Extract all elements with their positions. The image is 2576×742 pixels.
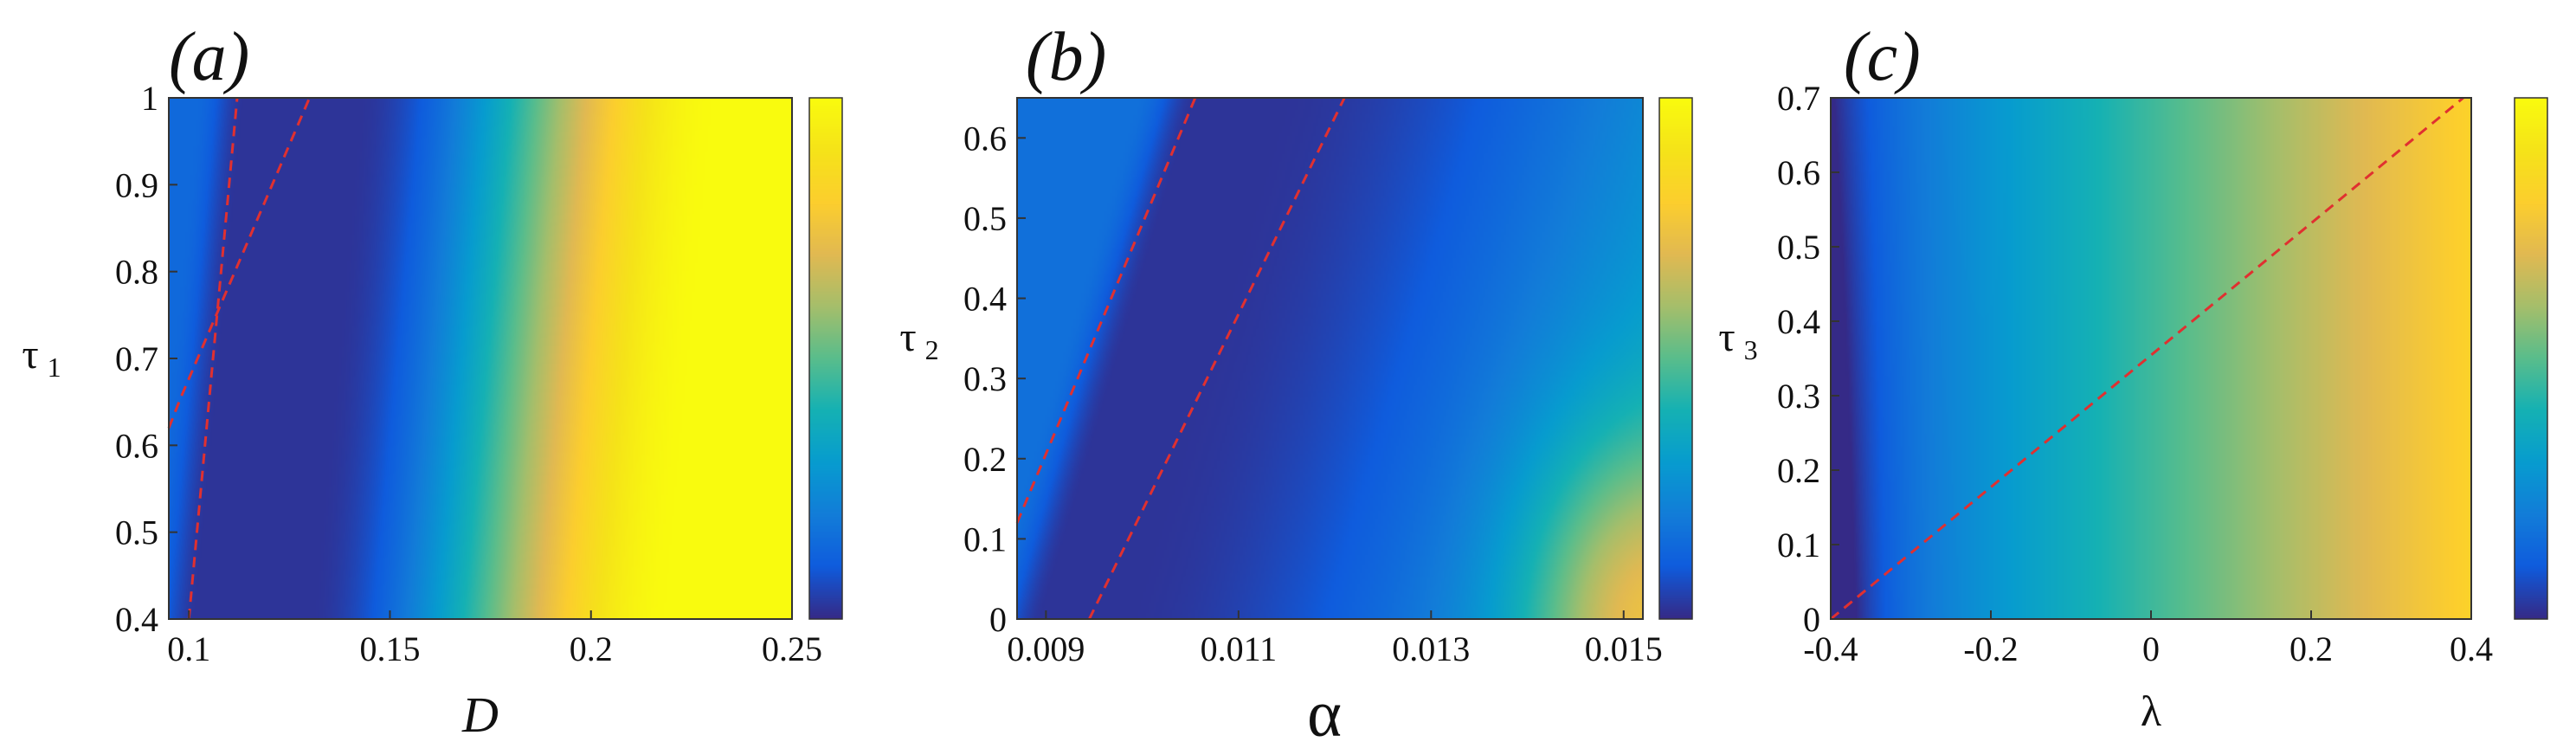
y-tick-label: 0.7 (1777, 79, 1820, 118)
panel-c-colorbar (2515, 98, 2547, 619)
panel-a-y-axis-symbol: τ (22, 332, 38, 377)
y-tick-label: 0.2 (1777, 451, 1820, 490)
panel-b-y-axis-symbol: τ (899, 314, 916, 360)
panel-a-x-ticks: 0.1 0.15 0.2 0.25 (167, 610, 822, 668)
panel-a-dashed-lines (167, 97, 311, 620)
y-tick-label: 0.5 (1777, 228, 1820, 267)
dashed-line-1 (187, 97, 239, 620)
y-tick-label: 0.1 (963, 519, 1007, 558)
x-tick-label: 0.2 (570, 629, 613, 668)
y-tick-label: 0.3 (963, 359, 1007, 398)
dashed-line-1 (1015, 97, 1197, 524)
panel-a-x-axis-label: D (461, 687, 499, 742)
panel-a: (a) 0.1 0.15 0.2 0.25 0.4 0.5 0.6 0.7 0.8 0.9 1 D… (22, 19, 843, 742)
panel-b-dashed-lines (1015, 97, 1346, 620)
panel-a-y-ticks: 0.4 0.5 0.6 0.7 0.8 0.9 1 (115, 79, 177, 639)
y-tick-label: 0.5 (963, 199, 1007, 238)
y-tick-label: 0.1 (1777, 526, 1820, 565)
y-tick-label: 0.4 (115, 600, 158, 639)
panel-c: (c) -0.4 -0.2 0 0.2 0.4 00.10.20.30.40.50.60… (1718, 19, 2548, 735)
y-tick-label: 0 (989, 600, 1007, 639)
panel-b: (b) 0.009 0.011 0.013 0.015 0 0.1 0.2 0.3 0.4 0.… (899, 19, 1693, 742)
x-tick-label: -0.4 (1803, 629, 1858, 668)
panel-b-colorbar (1659, 98, 1692, 619)
y-tick-label: 0.2 (963, 440, 1007, 479)
panel-c-y-ticks: 0 0.1 0.2 0.3 0.4 0.5 0.6 0.7 (1777, 79, 1839, 639)
panel-a-colorbar (809, 98, 842, 619)
panel-b-x-axis-label: α (1307, 678, 1342, 742)
x-tick-label: 0 (2142, 629, 2160, 668)
panel-b-heatmap (1017, 98, 1643, 619)
x-tick-label: 0.013 (1392, 629, 1470, 668)
x-tick-label: 0.009 (1007, 629, 1085, 668)
panel-a-heatmap (169, 98, 792, 619)
panel-a-y-axis-subscript: 1 (48, 352, 61, 383)
panel-c-x-axis-label: λ (2141, 687, 2161, 735)
panel-b-colorbar-frame (1658, 97, 1693, 620)
y-tick-label: 0.9 (115, 165, 158, 204)
y-tick-label: 0.4 (1777, 302, 1820, 341)
x-tick-label: 0.015 (1585, 629, 1663, 668)
y-tick-label: 0.6 (115, 426, 158, 465)
panel-c-y-axis-subscript: 3 (1744, 334, 1758, 365)
x-tick-label: 0.2 (2289, 629, 2333, 668)
panel-c-heatmap (1831, 98, 2471, 619)
x-tick-label: -0.2 (1963, 629, 2018, 668)
y-tick-label: 0.6 (963, 119, 1007, 158)
dashed-line-2 (167, 97, 311, 429)
panel-a-label: (a) (169, 19, 249, 95)
x-tick-label: 0.15 (359, 629, 420, 668)
panel-c-y-axis-symbol: τ (1718, 314, 1735, 360)
y-tick-label: 0 (1803, 600, 1820, 639)
x-tick-label: 0.1 (167, 629, 210, 668)
panel-c-dashed-lines (1830, 96, 2464, 621)
panel-b-y-ticks: 0 0.1 0.2 0.3 0.4 0.5 0.6 (963, 119, 1026, 639)
dashed-line-2 (1088, 97, 1346, 620)
x-tick-label: 0.25 (762, 629, 822, 668)
panel-b-x-ticks: 0.009 0.011 0.013 0.015 (1007, 610, 1663, 668)
dashed-line-1 (1830, 96, 2464, 621)
panel-b-label: (b) (1026, 19, 1106, 95)
panel-a-colorbar-frame (808, 97, 843, 620)
y-tick-label: 0.6 (1777, 153, 1820, 192)
panel-b-plot-frame (1016, 97, 1644, 620)
y-tick-label: 0.5 (115, 513, 158, 552)
panel-c-label: (c) (1844, 19, 1921, 95)
panel-c-colorbar-frame (2514, 97, 2548, 620)
y-tick-label: 0.3 (1777, 377, 1820, 416)
y-tick-label: 0.8 (115, 253, 158, 292)
y-tick-label: 0.7 (115, 339, 158, 378)
x-tick-label: 0.011 (1201, 629, 1278, 668)
y-tick-label: 1 (141, 79, 158, 118)
x-tick-label: 0.4 (2450, 629, 2493, 668)
y-tick-label: 0.4 (963, 280, 1007, 319)
panel-c-x-ticks: -0.4 -0.2 0 0.2 0.4 (1803, 610, 2493, 668)
panel-b-y-axis-subscript: 2 (925, 334, 939, 365)
